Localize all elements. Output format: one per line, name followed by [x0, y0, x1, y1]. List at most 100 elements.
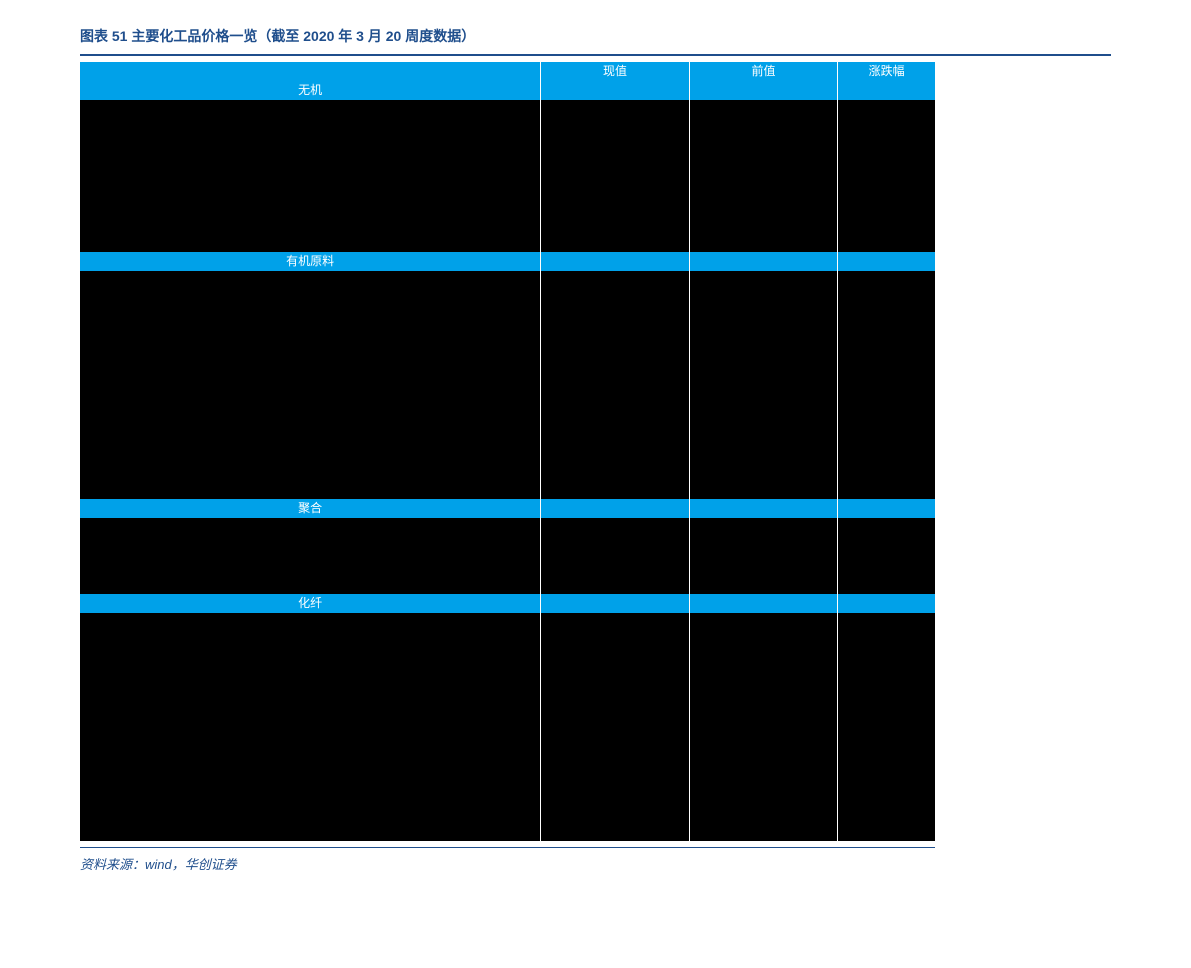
value-cell: 190.83: [689, 157, 837, 176]
value-cell: 3510.00: [541, 632, 689, 651]
value-cell: 677.00: [689, 309, 837, 328]
table-row: 市场价:丁二烯:中石化华东:国内金额6200.006700.00-7.46%: [80, 271, 935, 290]
table-row: CFR东南亚:丙烯:价格:国际金额700.00785.00-10.83%: [80, 347, 935, 366]
value-cell: 1500.00: [689, 100, 837, 119]
value-cell: -2.74%: [838, 214, 935, 233]
item-name-cell: 市场价(半年平均价):涤纶POY(150D/48F):国内金额: [80, 670, 541, 689]
table-row: 市场价:PVC(乙烯法):华东地区:国内金额6300.006500.00-3.0…: [80, 556, 935, 575]
value-cell: 490.00: [689, 784, 837, 803]
value-cell: 2780.00: [541, 138, 689, 157]
value-cell: 9300.00: [541, 613, 689, 632]
category-empty-cell: [541, 81, 689, 100]
table-row: 市场价(半年平均价):涤纶短纤:国内金额5875.006375.00-7.84%: [80, 727, 935, 746]
item-name-cell: CFR中国主港:PX:价格:国际金额: [80, 423, 541, 442]
value-cell: 6300.00: [541, 556, 689, 575]
category-empty-cell: [689, 499, 837, 518]
value-cell: 700.00: [541, 347, 689, 366]
item-name-cell: 市场价:纯碱(重质):国内金额: [80, 100, 541, 119]
item-name-cell: 市场价:聚丙烯(电石法):华东地区:国内金额: [80, 537, 541, 556]
item-name-cell: 市场价(半年平均价):涤纶短纤:国内金额: [80, 727, 541, 746]
table-row: 市场价:白炭黑(沉淀法):国内金额4770.835004.17-4.66%: [80, 233, 935, 252]
item-name-cell: 出厂价:盐酸:东岳化工: [80, 176, 541, 195]
value-cell: -10.00%: [838, 632, 935, 651]
item-name-cell: FOB新加坡:石脑油:价格:国际金额: [80, 290, 541, 309]
value-cell: 4200.00: [541, 366, 689, 385]
table-row: 市场价:聚丙烯(电石法):华东地区:国内金额5723.505800.50-1.3…: [80, 537, 935, 556]
value-cell: 2.06%: [838, 651, 935, 670]
item-name-cell: 市场价(半年平均价):锦纶FDY(70D/24F):国内金额: [80, 822, 541, 841]
item-name-cell: 市场价(不含税):烧碱(99%片碱):国内金额: [80, 119, 541, 138]
table-row: 市场价:甲醇:国内金额1857.141982.86-6.34%: [80, 442, 935, 461]
item-name-cell: 市场价(半年平均价):DMF(一等品):国内金额: [80, 651, 541, 670]
item-name-cell: 现货价(中间价):二甲醚:河南地区: [80, 480, 541, 499]
value-cell: 2400.00: [541, 461, 689, 480]
value-cell: 2750.00: [689, 480, 837, 499]
value-cell: -3.51%: [838, 822, 935, 841]
table-row: 市场价(半年平均价):DMF(一等品):国内金额4950.004850.002.…: [80, 651, 935, 670]
table-row: 市场价(半年平均价):己内酰胺(华东地区):国内金额9750.0010700.0…: [80, 803, 935, 822]
value-cell: -4.84%: [838, 746, 935, 765]
item-name-cell: 市场价:黑色(干法):炭黑:国内金额: [80, 195, 541, 214]
value-cell: 1500.00: [541, 100, 689, 119]
value-cell: 5850.00: [689, 670, 837, 689]
value-cell: 10700.00: [689, 803, 837, 822]
table-row: FOB新加坡:石脑油:价格:国际金额23.3734.86-32.96%: [80, 290, 935, 309]
item-name-cell: 市场价:PVC(乙烯法):华东地区:国内金额: [80, 556, 541, 575]
value-cell: 3900.00: [689, 632, 837, 651]
category-empty-cell: [541, 594, 689, 613]
table-row: CFR中国主港:PX:价格:国际金额557.00659.00-15.48%: [80, 423, 935, 442]
item-name-cell: 市场价(半年平均价):PTA(进口现货:CFR):国内金额: [80, 784, 541, 803]
value-cell: 60.00: [689, 176, 837, 195]
category-empty-cell: [838, 81, 935, 100]
table-row: 市场价:纯碱(重质):国内金额1500.001500.000.00%: [80, 100, 935, 119]
value-cell: 3640.00: [689, 689, 837, 708]
category-empty-cell: [838, 499, 935, 518]
item-name-cell: 现货价:苯乙烯:FOB韩国: [80, 309, 541, 328]
category-label: 聚合: [80, 499, 541, 518]
value-cell: -7.46%: [838, 271, 935, 290]
value-cell: 23.37: [541, 290, 689, 309]
table-row: 市场价:硫酸(98%):国内金额168.33190.83-11.79%: [80, 157, 935, 176]
source-note: 资料来源：wind，华创证券: [80, 847, 935, 873]
table-row: 出厂价:盐酸:东岳化工60.0060.000.00%: [80, 176, 935, 195]
value-cell: 168.33: [541, 157, 689, 176]
value-cell: 6761.11: [689, 518, 837, 537]
col-header-prev: 前值: [689, 62, 837, 81]
value-cell: 34.86: [689, 290, 837, 309]
value-cell: 7475.00: [689, 765, 837, 784]
item-name-cell: 市场价:醋酸:华东地区:国内金额: [80, 461, 541, 480]
value-cell: 9350.00: [689, 613, 837, 632]
value-cell: -2.36%: [838, 119, 935, 138]
category-label: 无机: [80, 81, 541, 100]
value-cell: 60.00: [541, 176, 689, 195]
value-cell: 445.00: [541, 784, 689, 803]
value-cell: 1857.14: [541, 442, 689, 461]
value-cell: 17100.00: [689, 822, 837, 841]
value-cell: -9.28%: [838, 518, 935, 537]
value-cell: 5475.00: [541, 670, 689, 689]
table-row: 市场价:醋酸:华东地区:国内金额2400.002450.00-2.04%: [80, 461, 935, 480]
table-row: 市场价(半年平均价):粘胶短纤(1.5D):国内金额9300.009350.00…: [80, 613, 935, 632]
category-empty-cell: [541, 499, 689, 518]
value-cell: 0.00%: [838, 138, 935, 157]
value-cell: 2450.00: [689, 461, 837, 480]
table-row: 市场价(半年平均价):涤纶FDY(150D/96F):国内金额5900.0062…: [80, 746, 935, 765]
table-row: 市场价(半年平均价):涤纶DTY(150D/48F低弹):国内金额7075.00…: [80, 765, 935, 784]
table-header-row: 现值 前值 涨跌幅: [80, 62, 935, 81]
item-name-cell: CFR中国:乙烯:价格:国际金额: [80, 328, 541, 347]
value-cell: 3170.00: [541, 689, 689, 708]
category-empty-cell: [689, 81, 837, 100]
table-row: 市场价:苯乙烯(一级品):华东地区:国内金额5550.006000.00-7.5…: [80, 404, 935, 423]
category-row: 聚合: [80, 499, 935, 518]
item-name-cell: 市场价(半年平均价):PTA(国产):国内金额: [80, 632, 541, 651]
price-table: 现值 前值 涨跌幅 无机市场价:纯碱(重质):国内金额1500.001500.0…: [80, 62, 935, 841]
item-name-cell: 出厂价:电石:乌海:国内金额: [80, 138, 541, 157]
value-cell: 557.00: [541, 423, 689, 442]
category-empty-cell: [541, 252, 689, 271]
table-row: 现货价:苯乙烯:FOB韩国537.00677.00-20.68%: [80, 309, 935, 328]
category-label: 有机原料: [80, 252, 541, 271]
item-name-cell: CFR东南亚:丙烯:价格:国际金额: [80, 347, 541, 366]
category-empty-cell: [689, 594, 837, 613]
value-cell: -7.84%: [838, 727, 935, 746]
item-name-cell: 市场价:PP(拉丝级,T30S):华东地区:国内金额: [80, 575, 541, 594]
